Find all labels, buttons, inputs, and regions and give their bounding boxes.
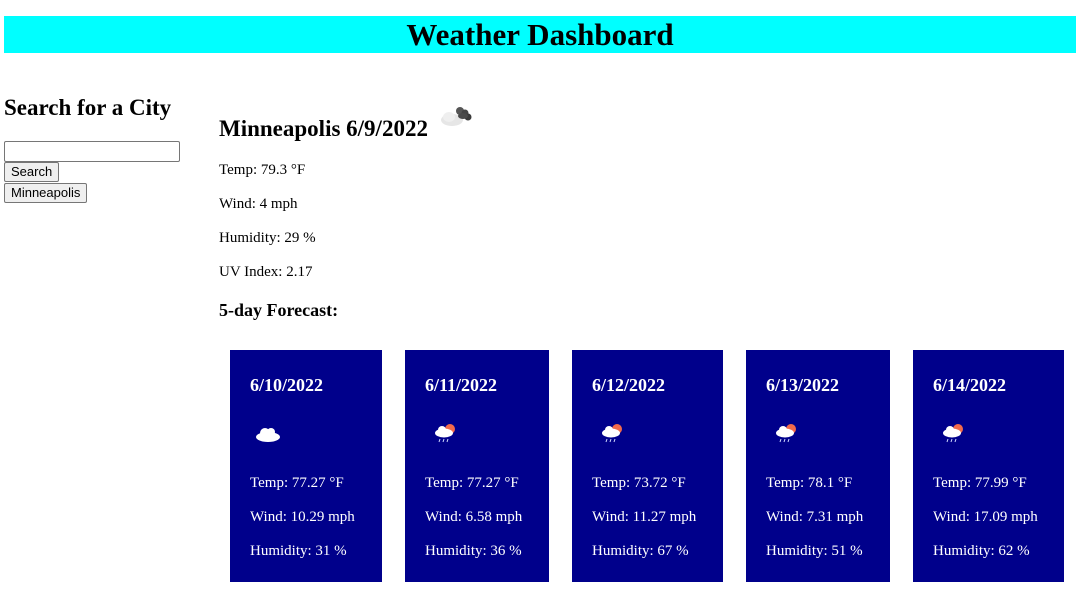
forecast-date: 6/11/2022 <box>425 375 498 395</box>
forecast-wind: Wind: 17.09 mph <box>933 509 1038 525</box>
forecast-card: 6/11/2022 Temp: 77.27 °F Wind: 6.58 mph … <box>405 350 549 582</box>
current-city-date: Minneapolis 6/9/2022 <box>219 116 428 141</box>
current-temp: Temp: 79.3 °F <box>219 162 306 178</box>
current-title-row: Minneapolis 6/9/2022 <box>219 100 474 143</box>
forecast-wind: Wind: 6.58 mph <box>425 509 523 525</box>
forecast-date: 6/14/2022 <box>933 375 1007 395</box>
page-header: Weather Dashboard <box>4 16 1076 53</box>
rain-icon <box>776 424 796 443</box>
forecast-date: 6/12/2022 <box>592 375 666 395</box>
rain-icon <box>602 424 622 443</box>
forecast-card: 6/12/2022 Temp: 73.72 °F Wind: 11.27 mph… <box>572 350 723 582</box>
forecast-heading: 5-day Forecast: <box>219 300 339 320</box>
city-search-input[interactable] <box>4 141 180 162</box>
search-sidebar: Search for a City Search Minneapolis <box>4 94 194 203</box>
forecast-card: 6/14/2022 Temp: 77.99 °F Wind: 17.09 mph… <box>913 350 1064 582</box>
forecast-temp: Temp: 77.27 °F <box>425 475 519 491</box>
history-button-minneapolis[interactable]: Minneapolis <box>4 183 88 203</box>
search-button[interactable]: Search <box>4 162 60 182</box>
forecast-date: 6/10/2022 <box>250 375 324 395</box>
forecast-card: 6/13/2022 Temp: 78.1 °F Wind: 7.31 mph H… <box>746 350 890 582</box>
forecast-humidity: Humidity: 51 % <box>766 543 863 559</box>
rain-icon <box>435 424 455 443</box>
forecast-temp: Temp: 77.99 °F <box>933 475 1027 491</box>
forecast-humidity: Humidity: 36 % <box>425 543 522 559</box>
rain-icon <box>943 424 963 443</box>
forecast-humidity: Humidity: 62 % <box>933 543 1030 559</box>
current-uv-index: UV Index: 2.17 <box>219 264 313 280</box>
forecast-humidity: Humidity: 31 % <box>250 543 347 559</box>
current-weather: Minneapolis 6/9/2022 Temp: 79.3 °F Wind:… <box>219 100 474 320</box>
forecast-temp: Temp: 73.72 °F <box>592 475 686 491</box>
forecast-wind: Wind: 10.29 mph <box>250 509 355 525</box>
forecast-temp: Temp: 78.1 °F <box>766 475 853 491</box>
few-clouds-icon <box>440 107 472 126</box>
forecast-wind: Wind: 11.27 mph <box>592 509 697 525</box>
current-humidity: Humidity: 29 % <box>219 230 316 246</box>
forecast-wind: Wind: 7.31 mph <box>766 509 864 525</box>
forecast-card: 6/10/2022 Temp: 77.27 °F Wind: 10.29 mph… <box>230 350 382 582</box>
current-wind: Wind: 4 mph <box>219 196 298 212</box>
forecast-temp: Temp: 77.27 °F <box>250 475 344 491</box>
forecast-humidity: Humidity: 67 % <box>592 543 689 559</box>
search-heading: Search for a City <box>4 95 172 120</box>
page-title: Weather Dashboard <box>406 17 674 52</box>
forecast-date: 6/13/2022 <box>766 375 840 395</box>
cloud-icon <box>256 428 280 442</box>
